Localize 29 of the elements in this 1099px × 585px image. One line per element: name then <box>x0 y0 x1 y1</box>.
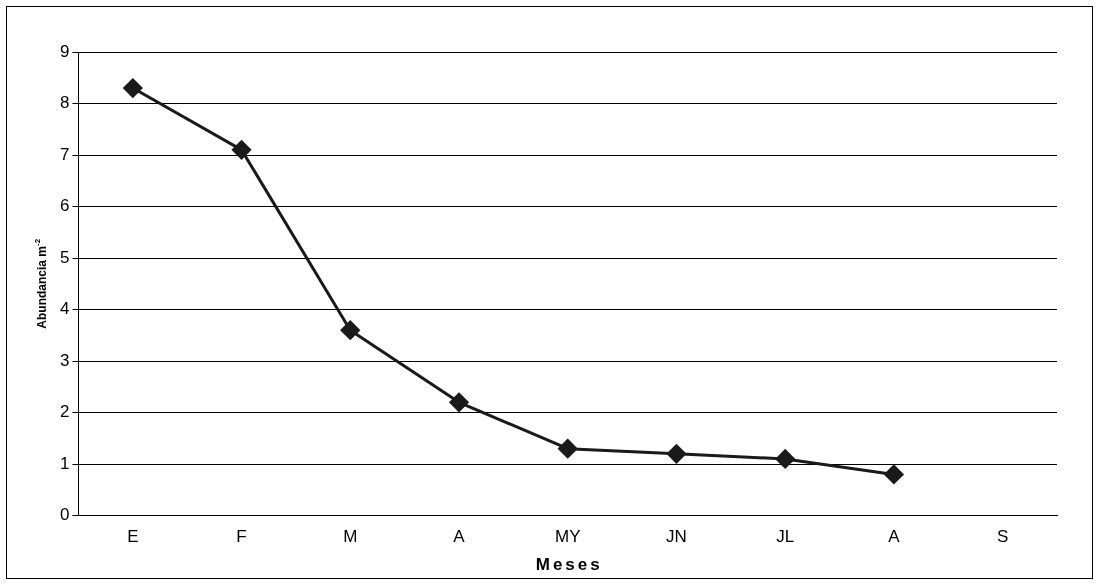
x-tick-label: JN <box>666 527 687 547</box>
y-tick-label: 9 <box>59 41 70 61</box>
y-axis-title: Abundancia m-2 <box>33 238 50 329</box>
y-tick-label: 8 <box>59 93 70 113</box>
point <box>884 464 904 484</box>
y-tick-label: 4 <box>59 299 70 319</box>
point <box>340 320 360 340</box>
x-tick-label: E <box>127 527 139 547</box>
x-tick-label: F <box>236 527 247 547</box>
y-tick-label: 1 <box>59 453 70 473</box>
y-tick-label: 3 <box>59 350 70 370</box>
y-tick-label: 0 <box>59 505 70 525</box>
point <box>775 449 795 469</box>
y-tick-label: 7 <box>59 144 70 164</box>
y-tick-label: 6 <box>59 196 70 216</box>
x-axis-title: Meses <box>535 555 603 575</box>
x-tick-label: M <box>343 527 358 547</box>
point <box>558 439 578 459</box>
x-tick-label: A <box>888 527 901 547</box>
point <box>123 78 143 98</box>
point <box>449 392 469 412</box>
x-tick-label: JL <box>776 527 795 547</box>
x-tick-label: A <box>453 527 466 547</box>
x-tick-label: S <box>996 527 1009 547</box>
x-tick-label: MY <box>554 527 581 547</box>
y-tick-label: 5 <box>59 247 70 267</box>
point <box>232 140 252 160</box>
point <box>666 444 686 464</box>
y-tick-label: 2 <box>59 402 70 422</box>
